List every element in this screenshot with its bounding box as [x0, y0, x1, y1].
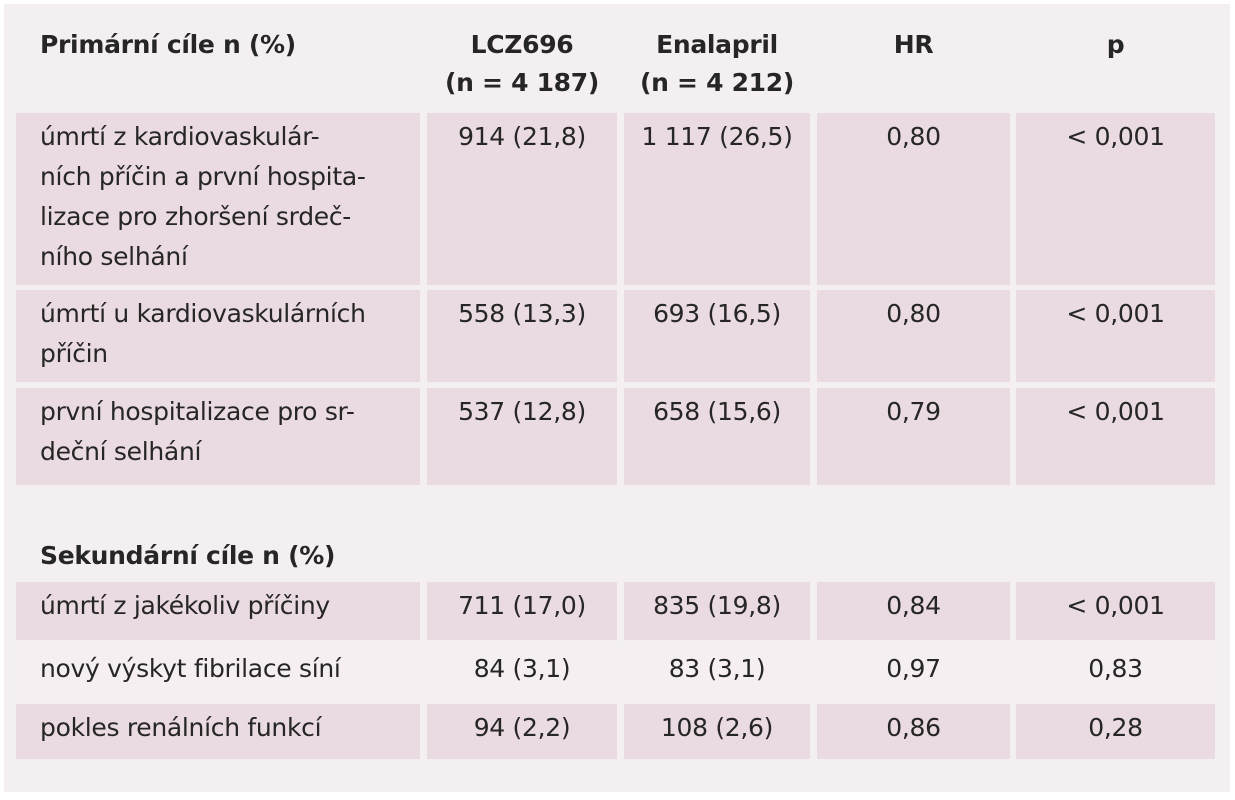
row-cell: 83 (3,1) — [624, 645, 810, 700]
row-cell: 84 (3,1) — [427, 645, 617, 700]
row-cell: 711 (17,0) — [427, 582, 617, 640]
cell-text: lizace pro zhoršení srdeč- — [40, 202, 352, 231]
cell-text: 658 (15,6) — [653, 397, 781, 426]
header-text: p — [1106, 30, 1125, 59]
section-title: Sekundární cíle n (%) — [16, 535, 420, 579]
cell-text: 84 (3,1) — [473, 654, 571, 683]
cell-text: úmrtí z jakékoliv příčiny — [40, 591, 330, 620]
cell-text: 0,80 — [886, 122, 941, 151]
header-text: Enalapril — [656, 30, 778, 59]
header-text: LCZ696 — [470, 30, 574, 59]
row-cell: 94 (2,2) — [427, 704, 617, 759]
header-cell: LCZ696 (n = 4 187) — [427, 14, 617, 109]
cell-text: < 0,001 — [1066, 299, 1165, 328]
cell-text: 693 (16,5) — [653, 299, 781, 328]
row-label: pokles renálních funkcí — [16, 704, 420, 759]
cell-text: 94 (2,2) — [473, 713, 571, 742]
cell-text: 0,86 — [886, 713, 941, 742]
row-cell: 108 (2,6) — [624, 704, 810, 759]
cell-text: 108 (2,6) — [660, 713, 774, 742]
header-cell: Enalapril (n = 4 212) — [624, 14, 810, 109]
cell-text: 0,79 — [886, 397, 941, 426]
row-label: úmrtí z kardiovaskulár-ních příčin a prv… — [16, 113, 420, 285]
row-cell: 0,83 — [1016, 645, 1215, 700]
header-text: (n = 4 187) — [445, 68, 599, 97]
cell-text: 711 (17,0) — [458, 591, 586, 620]
cell-text: 537 (12,8) — [458, 397, 586, 426]
row-cell: 537 (12,8) — [427, 388, 617, 485]
row-label: nový výskyt fibrilace síní — [16, 645, 420, 700]
cell-text: ních příčin a první hospita- — [40, 162, 366, 191]
cell-text: 914 (21,8) — [458, 122, 586, 151]
cell-text: < 0,001 — [1066, 122, 1165, 151]
header-text: Primární cíle n (%) — [40, 30, 296, 59]
header-cell: p — [1016, 14, 1215, 109]
row-label: první hospitalizace pro sr-deční selhání — [16, 388, 420, 485]
header-cell: HR — [817, 14, 1010, 109]
row-cell: 558 (13,3) — [427, 290, 617, 382]
row-cell: 0,28 — [1016, 704, 1215, 759]
cell-text: úmrtí u kardiovaskulárních — [40, 299, 366, 328]
row-cell: 0,84 — [817, 582, 1010, 640]
cell-text: 1 117 (26,5) — [641, 122, 793, 151]
cell-text: pokles renálních funkcí — [40, 713, 322, 742]
row-cell: 0,80 — [817, 290, 1010, 382]
row-cell: < 0,001 — [1016, 582, 1215, 640]
section-text: Sekundární cíle n (%) — [40, 541, 336, 570]
cell-text: 0,84 — [886, 591, 941, 620]
row-cell: 658 (15,6) — [624, 388, 810, 485]
cell-text: deční selhání — [40, 437, 202, 466]
row-cell: 0,86 — [817, 704, 1010, 759]
row-cell: 914 (21,8) — [427, 113, 617, 285]
header-text: (n = 4 212) — [640, 68, 794, 97]
cell-text: < 0,001 — [1066, 591, 1165, 620]
row-cell: < 0,001 — [1016, 290, 1215, 382]
cell-text: příčin — [40, 339, 108, 368]
cell-text: 0,97 — [886, 654, 941, 683]
row-cell: 0,97 — [817, 645, 1010, 700]
row-cell: < 0,001 — [1016, 113, 1215, 285]
row-label: úmrtí z jakékoliv příčiny — [16, 582, 420, 640]
cell-text: 0,28 — [1088, 713, 1143, 742]
cell-text: 83 (3,1) — [668, 654, 766, 683]
row-cell: 0,79 — [817, 388, 1010, 485]
row-cell: < 0,001 — [1016, 388, 1215, 485]
cell-text: úmrtí z kardiovaskulár- — [40, 122, 320, 151]
row-cell: 0,80 — [817, 113, 1010, 285]
table: Primární cíle n (%) LCZ696 (n = 4 187) Enal… — [4, 4, 1230, 792]
cell-text: nový výskyt fibrilace síní — [40, 654, 341, 683]
header-label: Primární cíle n (%) — [16, 14, 420, 109]
cell-text: < 0,001 — [1066, 397, 1165, 426]
cell-text: první hospitalizace pro sr- — [40, 397, 355, 426]
cell-text: 0,80 — [886, 299, 941, 328]
row-cell: 1 117 (26,5) — [624, 113, 810, 285]
cell-text: ního selhání — [40, 242, 188, 271]
cell-text: 835 (19,8) — [653, 591, 781, 620]
row-label: úmrtí u kardiovaskulárních příčin — [16, 290, 420, 382]
row-cell: 693 (16,5) — [624, 290, 810, 382]
header-text: HR — [893, 30, 934, 59]
cell-text: 558 (13,3) — [458, 299, 586, 328]
cell-text: 0,83 — [1088, 654, 1143, 683]
row-cell: 835 (19,8) — [624, 582, 810, 640]
